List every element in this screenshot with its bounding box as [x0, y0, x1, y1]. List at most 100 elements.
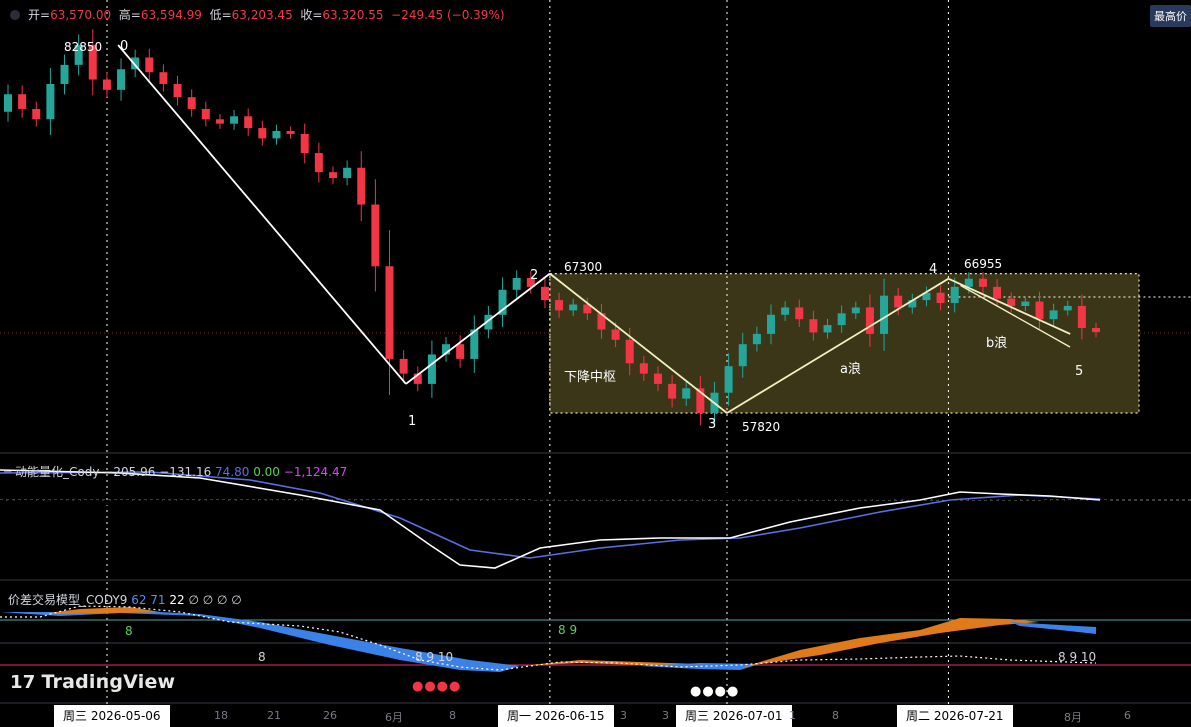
indicator1-value-2: 74.80 — [211, 465, 250, 479]
candle-body — [993, 286, 1002, 299]
histogram-bar — [51, 500, 58, 502]
indicator2-legend[interactable]: 价差交易模型_CODY9 62 71 22 ∅ ∅ ∅ ∅ — [8, 591, 242, 608]
wave-label-2: 2 — [530, 268, 538, 283]
histogram-bar — [473, 500, 480, 517]
histogram-bar — [7, 500, 14, 502]
histogram-bar — [192, 500, 199, 508]
histogram-bar — [777, 491, 783, 500]
tradingview-logo: 𝟭𝟳 TradingView — [10, 671, 175, 693]
histogram-bar — [214, 500, 221, 509]
candle-body — [385, 266, 394, 359]
axis-tick: 26 — [323, 709, 337, 722]
axis-tick: 6月 — [385, 711, 403, 724]
open-label: 开= — [28, 8, 51, 22]
low-label: 低= — [209, 8, 232, 22]
candle-body — [682, 388, 691, 399]
wave-label-4: 4 — [929, 262, 937, 277]
histogram-bar — [22, 500, 29, 502]
indicator1-title: 动能量化_Cody — [15, 465, 100, 479]
histogram-bar — [384, 500, 391, 523]
ohlc-legend: 开=63,570.00 高=63,594.99 低=63,203.45 收=63… — [10, 6, 505, 23]
histogram-bar — [310, 500, 317, 516]
diff-line — [0, 469, 1101, 569]
candle-body — [540, 286, 549, 301]
histogram-bar — [732, 493, 739, 500]
histogram-bar — [148, 500, 154, 507]
histogram-bar — [769, 492, 776, 500]
candle-body — [230, 116, 239, 124]
price-annotation-3: 57820 — [742, 420, 780, 434]
histogram-bar — [592, 490, 598, 500]
wave-label-5: 5 — [1075, 364, 1083, 379]
histogram-bar — [421, 500, 428, 527]
candle-body — [1077, 305, 1086, 329]
histogram-bar — [244, 500, 251, 510]
candle-body — [145, 57, 154, 73]
histogram-bar — [747, 494, 754, 500]
max-price-badge[interactable]: 最高价 — [1150, 5, 1191, 27]
date-label-2: 周一 2026-06-15 — [498, 705, 614, 727]
candle-body — [583, 304, 592, 314]
axis-tick: 1 — [789, 709, 796, 722]
candle-body — [668, 383, 677, 399]
histogram-bar — [318, 500, 325, 516]
histogram-bar — [133, 500, 140, 506]
candle-body — [724, 366, 733, 393]
candle-body — [32, 108, 41, 120]
candle-body — [1049, 310, 1058, 320]
histogram-bar — [999, 498, 1005, 500]
indicator2-value-1: 71 — [146, 593, 166, 607]
histogram-bar — [658, 488, 665, 500]
indicator2-value-3: ∅ ∅ ∅ ∅ — [184, 593, 242, 607]
axis-tick: 18 — [214, 709, 228, 722]
candle-body — [1007, 298, 1016, 306]
histogram-bar — [910, 490, 917, 500]
histogram-bar — [303, 500, 310, 515]
histogram-bar — [281, 500, 288, 513]
histogram-bar — [429, 500, 436, 527]
date-label-3: 周三 2026-07-01 — [676, 705, 792, 727]
candle-body — [922, 292, 931, 301]
bullish-area-early — [0, 607, 160, 614]
indicator1-legend[interactable]: ━ 动能量化_Cody −205.96 −131.16 74.80 0.00 −… — [4, 465, 348, 479]
histogram-bar — [880, 487, 887, 500]
high-value: 63,594.99 — [140, 8, 202, 22]
histogram-bar — [651, 488, 658, 500]
candle-body — [117, 69, 126, 90]
histogram-bar — [1095, 500, 1102, 503]
axis-tick: 3 — [662, 709, 669, 722]
candle-body — [484, 314, 493, 330]
candle-body — [74, 45, 83, 65]
candle-body — [611, 329, 620, 340]
histogram-bar — [784, 490, 791, 500]
histogram-bar — [1073, 500, 1079, 503]
histogram-bar — [584, 490, 591, 500]
histogram-bar — [939, 493, 946, 500]
histogram-bar — [666, 488, 672, 500]
histogram-bar — [673, 488, 680, 500]
candle-body — [696, 388, 705, 413]
candle-body — [470, 329, 479, 359]
histogram-bar — [532, 495, 539, 500]
histogram-bar — [525, 500, 532, 505]
zone-label: 下降中枢 — [564, 370, 616, 385]
candle-body — [102, 79, 111, 90]
histogram-bar — [74, 500, 80, 502]
histogram-bar — [1102, 500, 1109, 503]
histogram-bar — [740, 493, 746, 500]
histogram-bar — [1087, 500, 1094, 503]
low-value: 63,203.45 — [231, 8, 293, 22]
histogram-bar — [495, 500, 502, 512]
histogram-bar — [851, 486, 857, 500]
histogram-bar — [333, 500, 339, 518]
histogram-bar — [125, 500, 132, 506]
axis-tick: 3 — [620, 709, 627, 722]
histogram-bar — [288, 500, 295, 513]
histogram-bar — [954, 497, 961, 500]
candle-body — [526, 278, 535, 287]
candle-body — [908, 300, 917, 308]
candle-body — [442, 344, 451, 355]
histogram-bar — [888, 487, 894, 500]
signal-marker-1: 8 9 — [558, 623, 577, 637]
